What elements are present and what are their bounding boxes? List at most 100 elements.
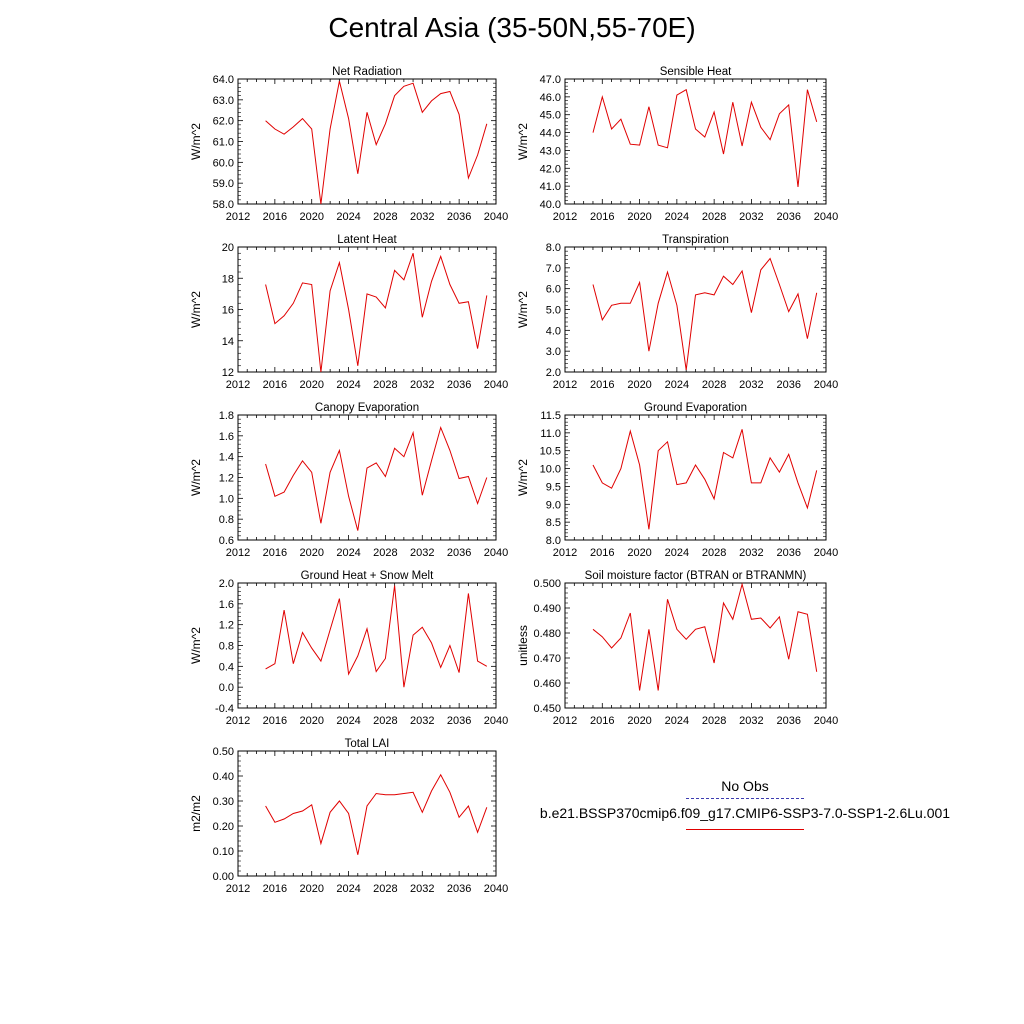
y-tick-label: 5.0 xyxy=(546,305,561,317)
y-tick-label: 1.0 xyxy=(219,493,234,505)
x-tick-label: 2028 xyxy=(702,715,726,727)
legend-run-label: b.e21.BSSP370cmip6.f09_g17.CMIP6-SSP3-7.… xyxy=(539,805,951,821)
panel-title: Total LAI xyxy=(345,738,390,750)
y-tick-label: 0.00 xyxy=(213,871,234,883)
x-tick-label: 2024 xyxy=(336,211,360,223)
y-tick-label: 12 xyxy=(222,367,234,379)
x-tick-label: 2020 xyxy=(627,379,651,391)
panel-7: 2012 2016 2020 2024 2028 2032 2036 2040 -0.4 0.0 0… xyxy=(189,570,508,727)
x-tick-label: 2028 xyxy=(702,211,726,223)
panel-title: Sensible Heat xyxy=(660,66,732,78)
panel-1: 2012 2016 2020 2024 2028 2032 2036 2040 58.0 59.0… xyxy=(189,66,508,223)
x-tick-label: 2032 xyxy=(739,547,763,559)
panel-2: 2012 2016 2020 2024 2028 2032 2036 2040 40.0 41.0… xyxy=(516,66,838,223)
y-axis-label: m2/m2 xyxy=(189,795,203,832)
x-tick-label: 2032 xyxy=(739,211,763,223)
y-tick-label: 43.0 xyxy=(540,145,561,157)
x-tick-label: 2024 xyxy=(336,379,360,391)
y-tick-label: 0.30 xyxy=(213,796,234,808)
x-tick-label: 2032 xyxy=(410,379,434,391)
panel-5: 2012 2016 2020 2024 2028 2032 2036 2040 0.6 0.8 1.… xyxy=(189,402,508,559)
y-tick-label: 10.5 xyxy=(540,446,561,458)
x-tick-label: 2040 xyxy=(814,379,838,391)
y-tick-label: 1.8 xyxy=(219,410,234,422)
y-tick-label: 2.0 xyxy=(546,367,561,379)
panel-title: Net Radiation xyxy=(332,66,402,78)
x-tick-label: 2020 xyxy=(299,211,323,223)
x-tick-label: 2012 xyxy=(226,211,250,223)
y-tick-label: -0.4 xyxy=(215,703,234,715)
series-line xyxy=(592,257,818,370)
x-tick-label: 2040 xyxy=(484,715,508,727)
series-line xyxy=(592,582,818,691)
x-tick-label: 2036 xyxy=(447,883,471,895)
panel-9: 2012 2016 2020 2024 2028 2032 2036 2040 0.00 0.10… xyxy=(189,738,508,895)
x-tick-label: 2032 xyxy=(739,715,763,727)
x-tick-label: 2020 xyxy=(299,547,323,559)
x-tick-label: 2036 xyxy=(447,379,471,391)
y-tick-label: 62.0 xyxy=(213,116,234,128)
y-tick-label: 0.40 xyxy=(213,771,234,783)
y-tick-label: 60.0 xyxy=(213,157,234,169)
x-tick-label: 2016 xyxy=(263,379,287,391)
panel-title: Soil moisture factor (BTRAN or BTRANMN) xyxy=(585,570,807,582)
panel-frame xyxy=(564,78,827,205)
series-line xyxy=(592,429,818,530)
y-tick-label: 20 xyxy=(222,242,234,254)
y-tick-label: 45.0 xyxy=(540,110,561,122)
x-tick-label: 2012 xyxy=(226,883,250,895)
x-tick-label: 2016 xyxy=(590,547,614,559)
x-tick-label: 2012 xyxy=(553,715,577,727)
y-axis-label: W/m^2 xyxy=(189,627,203,664)
x-tick-label: 2032 xyxy=(410,715,434,727)
legend-obs-line xyxy=(686,798,804,799)
y-tick-label: 18 xyxy=(222,273,234,285)
x-tick-label: 2040 xyxy=(484,883,508,895)
x-tick-label: 2032 xyxy=(410,883,434,895)
x-tick-label: 2036 xyxy=(776,211,800,223)
y-axis-label: unitless xyxy=(516,625,530,666)
y-tick-label: 0.6 xyxy=(219,535,234,547)
y-tick-label: 40.0 xyxy=(540,199,561,211)
x-tick-label: 2036 xyxy=(447,547,471,559)
x-tick-label: 2012 xyxy=(226,547,250,559)
y-tick-label: 63.0 xyxy=(213,95,234,107)
panel-title: Latent Heat xyxy=(337,234,397,246)
y-axis-label: W/m^2 xyxy=(189,459,203,496)
y-tick-label: 41.0 xyxy=(540,181,561,193)
y-tick-label: 0.20 xyxy=(213,821,234,833)
y-tick-label: 2.0 xyxy=(219,578,234,590)
y-tick-label: 61.0 xyxy=(213,137,234,149)
y-tick-label: 6.0 xyxy=(546,284,561,296)
x-tick-label: 2016 xyxy=(263,715,287,727)
x-tick-label: 2016 xyxy=(590,379,614,391)
x-tick-label: 2036 xyxy=(776,715,800,727)
y-tick-label: 0.460 xyxy=(533,678,561,690)
y-tick-label: 4.0 xyxy=(546,325,561,337)
panel-frame xyxy=(237,582,497,709)
y-tick-label: 58.0 xyxy=(213,199,234,211)
x-tick-label: 2024 xyxy=(336,547,360,559)
panel-title: Ground Evaporation xyxy=(644,402,747,414)
y-tick-label: 1.2 xyxy=(219,473,234,485)
x-tick-label: 2024 xyxy=(665,379,689,391)
x-tick-label: 2012 xyxy=(553,211,577,223)
y-tick-label: 59.0 xyxy=(213,178,234,190)
y-tick-label: 7.0 xyxy=(546,263,561,275)
y-tick-label: 1.2 xyxy=(219,620,234,632)
x-tick-label: 2020 xyxy=(299,379,323,391)
panel-8: 2012 2016 2020 2024 2028 2032 2036 2040 0.450 0.4… xyxy=(516,570,838,727)
y-tick-label: 9.5 xyxy=(546,481,561,493)
panel-4: 2012 2016 2020 2024 2028 2032 2036 2040 2.0 3.0 4.… xyxy=(516,234,838,391)
panel-6: 2012 2016 2020 2024 2028 2032 2036 2040 8.0 8.5 9.… xyxy=(516,402,838,559)
x-tick-label: 2028 xyxy=(373,715,397,727)
y-tick-label: 0.0 xyxy=(219,682,234,694)
x-tick-label: 2028 xyxy=(373,883,397,895)
y-tick-label: 10.0 xyxy=(540,464,561,476)
x-tick-label: 2016 xyxy=(590,715,614,727)
y-tick-label: 42.0 xyxy=(540,163,561,175)
y-tick-label: 0.500 xyxy=(533,578,561,590)
panel-frame xyxy=(564,582,827,709)
x-tick-label: 2040 xyxy=(484,547,508,559)
